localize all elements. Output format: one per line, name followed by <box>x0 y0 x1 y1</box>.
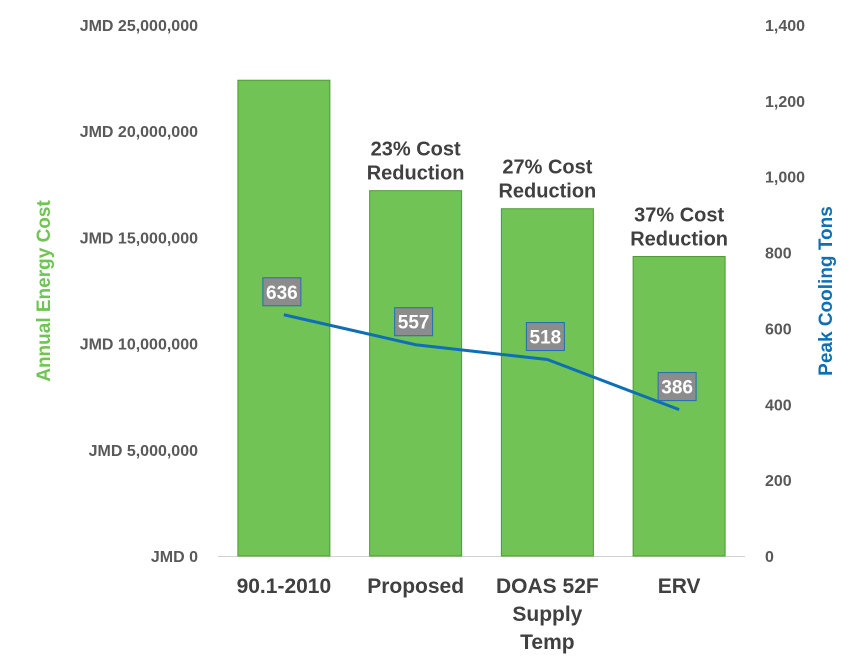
data-label: 636 <box>266 283 298 304</box>
x-tick-label: DOAS 52F Supply Temp <box>496 575 599 654</box>
annotation: 27% Cost Reduction <box>498 157 596 203</box>
x-tick-label: 90.1-2010 <box>237 575 332 598</box>
y-left-tick-label: JMD 0 <box>151 549 198 566</box>
bar <box>500 208 594 557</box>
y-left-tick-label: JMD 15,000,000 <box>80 230 198 247</box>
bar <box>237 79 331 557</box>
line-series-peak-cooling-tons <box>283 313 680 411</box>
y-right-tick-label: 600 <box>765 321 792 338</box>
data-label: 386 <box>661 378 693 399</box>
line-path <box>283 313 680 411</box>
axes: JMD 0 JMD 5,000,000 JMD 10,000,000 JMD 15,0… <box>80 18 805 654</box>
bar-series-annual-energy-cost <box>237 79 726 557</box>
y-right-tick-label: 1,200 <box>765 94 805 111</box>
y-right-tick-label: 400 <box>765 397 792 414</box>
left-axis-label: Annual Energy Cost <box>34 200 55 382</box>
data-label-box <box>657 372 697 402</box>
data-labels: 636 557 518 386 <box>262 277 697 402</box>
y-right-tick-label: 1,400 <box>765 18 805 35</box>
y-left-tick-label: JMD 5,000,000 <box>89 443 199 460</box>
x-tick-label: ERV <box>658 575 701 598</box>
y-left-tick-label: JMD 20,000,000 <box>80 124 198 141</box>
right-axis-label: Peak Cooling Tons <box>816 206 837 376</box>
bar <box>632 256 726 557</box>
data-label-box <box>394 307 434 337</box>
y-left-tick-label: JMD 10,000,000 <box>80 337 198 354</box>
y-right-tick-label: 0 <box>765 549 774 566</box>
data-label-box <box>262 277 302 307</box>
annotation: 23% Cost Reduction <box>367 139 465 185</box>
y-right-tick-label: 200 <box>765 473 792 490</box>
y-right-tick-label: 1,000 <box>765 170 805 187</box>
data-label: 557 <box>398 313 430 334</box>
y-right-tick-label: 800 <box>765 246 792 263</box>
data-label-box <box>525 322 565 352</box>
bar <box>369 190 463 557</box>
y-left-tick-label: JMD 25,000,000 <box>80 18 198 35</box>
x-tick-label: Proposed <box>367 575 464 598</box>
annotation: 37% Cost Reduction <box>630 205 728 251</box>
data-label: 518 <box>530 328 562 349</box>
annotations: 23% Cost Reduction 27% Cost Reduction 37% Co… <box>367 139 728 251</box>
